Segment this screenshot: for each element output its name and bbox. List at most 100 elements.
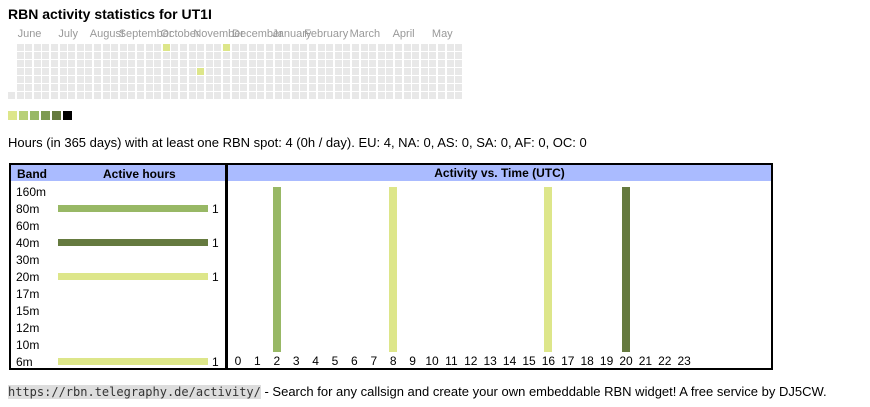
day-cell — [231, 60, 239, 67]
day-cell — [197, 52, 205, 59]
day-cell — [240, 76, 248, 83]
day-cell — [85, 92, 93, 99]
day-cell — [317, 92, 325, 99]
activity-link[interactable]: https://rbn.telegraphy.de/activity/ — [8, 385, 261, 399]
day-cell — [326, 52, 334, 59]
day-cell — [223, 44, 230, 51]
day-cell — [343, 84, 351, 91]
day-cell — [197, 76, 205, 83]
day-cell — [102, 76, 110, 83]
day-cell — [33, 68, 41, 75]
hour-label: 8 — [389, 354, 397, 368]
day-cell — [420, 76, 428, 83]
day-cell — [377, 60, 385, 67]
day-cell — [266, 76, 273, 83]
day-cell — [317, 68, 325, 75]
day-cell — [334, 60, 342, 67]
month-label: August — [89, 28, 125, 40]
day-cell — [51, 68, 58, 75]
band-name: 30m — [16, 253, 40, 267]
day-cell — [128, 44, 136, 51]
day-cell — [111, 52, 119, 59]
day-cell — [257, 84, 265, 91]
day-cell — [455, 68, 463, 75]
day-cell — [352, 44, 359, 51]
month-label: October — [160, 28, 200, 40]
band-table-header: Band Active hours — [11, 165, 225, 181]
day-cell — [231, 84, 239, 91]
day-cell — [377, 52, 385, 59]
day-cell — [51, 44, 58, 51]
day-cell — [352, 52, 359, 59]
day-cell — [386, 84, 394, 91]
day-cell — [223, 68, 230, 75]
day-cell — [377, 68, 385, 75]
day-cell — [214, 84, 222, 91]
day-cell — [137, 44, 144, 51]
day-cell — [137, 76, 144, 83]
hour-label: 21 — [638, 354, 653, 368]
band-row-6m: 6m 1 — [11, 353, 225, 370]
day-cell — [309, 52, 316, 59]
day-cell — [412, 76, 420, 83]
day-cell — [145, 52, 153, 59]
day-cell — [231, 92, 239, 99]
day-cell — [197, 60, 205, 67]
hour-label: 5 — [331, 354, 339, 368]
day-cell — [420, 68, 428, 75]
day-cell — [326, 84, 334, 91]
band-row-160m: 160m — [11, 183, 225, 200]
day-cell — [403, 44, 411, 51]
day-cell — [420, 44, 428, 51]
day-cell — [309, 68, 316, 75]
day-cell — [455, 52, 463, 59]
day-cell — [76, 68, 84, 75]
day-cell — [326, 60, 334, 67]
day-cell — [137, 68, 144, 75]
day-cell — [386, 60, 394, 67]
day-cell — [42, 68, 50, 75]
day-cell — [223, 60, 230, 67]
day-cell — [291, 44, 299, 51]
day-cell — [154, 76, 162, 83]
day-cell — [395, 68, 402, 75]
day-cell — [257, 44, 265, 51]
day-cell — [197, 92, 205, 99]
day-cell — [205, 92, 213, 99]
band-name: 12m — [16, 321, 40, 335]
day-cell — [386, 68, 394, 75]
day-cell — [188, 84, 196, 91]
day-cell — [42, 52, 50, 59]
day-cell — [266, 60, 273, 67]
day-cell — [412, 84, 420, 91]
band-row-80m: 80m 1 — [11, 200, 225, 217]
day-cell — [180, 84, 187, 91]
day-cell — [395, 60, 402, 67]
day-cell — [343, 68, 351, 75]
day-cell — [102, 44, 110, 51]
day-cell — [248, 68, 256, 75]
day-cell — [395, 76, 402, 83]
day-cell — [16, 60, 24, 67]
band-row-12m: 12m — [11, 319, 225, 336]
day-cell — [386, 52, 394, 59]
day-cell — [119, 92, 127, 99]
day-cell — [300, 44, 308, 51]
day-cell — [386, 76, 394, 83]
day-cell — [102, 52, 110, 59]
day-cell — [360, 84, 368, 91]
day-cell — [291, 92, 299, 99]
day-cell — [33, 52, 41, 59]
day-cell — [180, 60, 187, 67]
day-cell — [25, 52, 33, 59]
day-cell — [25, 68, 33, 75]
day-cell — [326, 76, 334, 83]
day-cell — [223, 92, 230, 99]
band-hours-count: 1 — [212, 355, 219, 369]
day-cell — [266, 84, 273, 91]
day-cell — [352, 84, 359, 91]
day-cell — [171, 68, 179, 75]
day-cell — [16, 76, 24, 83]
band-name: 160m — [16, 185, 47, 199]
legend-swatch — [63, 111, 72, 120]
